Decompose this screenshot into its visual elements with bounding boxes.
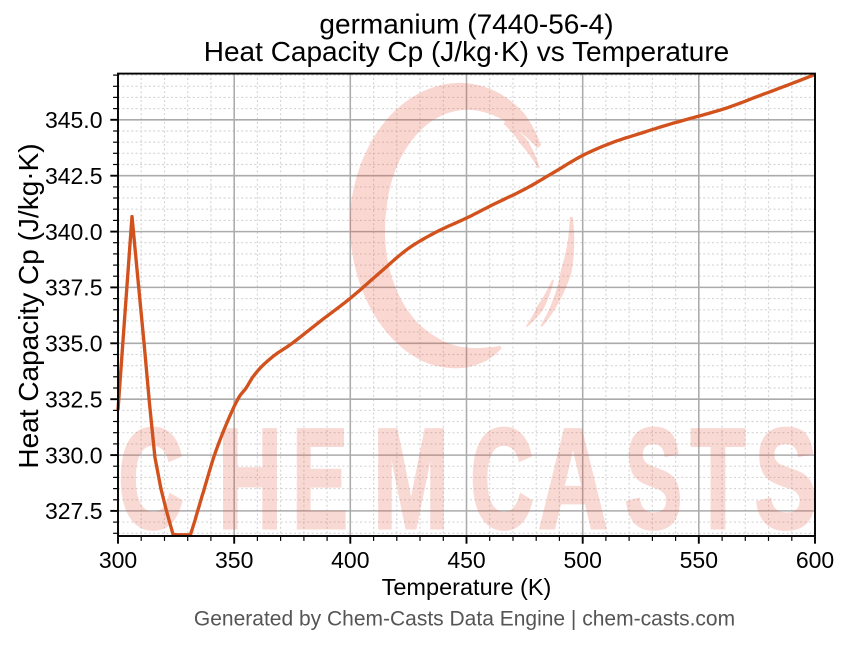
svg-text:Generated by Chem-Casts Data E: Generated by Chem-Casts Data Engine | ch… <box>194 608 735 631</box>
svg-text:550: 550 <box>680 547 718 573</box>
svg-text:S: S <box>625 400 683 559</box>
svg-text:330.0: 330.0 <box>45 442 103 468</box>
svg-text:600: 600 <box>796 547 834 573</box>
svg-text:400: 400 <box>331 547 369 573</box>
svg-text:Heat Capacity Cp (J/kg·K) vs T: Heat Capacity Cp (J/kg·K) vs Temperature <box>204 36 729 67</box>
svg-text:350: 350 <box>215 547 253 573</box>
svg-text:500: 500 <box>564 547 602 573</box>
svg-text:450: 450 <box>447 547 485 573</box>
svg-text:300: 300 <box>99 547 137 573</box>
svg-text:M: M <box>373 400 449 559</box>
svg-text:E: E <box>292 400 348 559</box>
svg-text:germanium (7440-56-4): germanium (7440-56-4) <box>319 9 613 40</box>
svg-text:A: A <box>538 400 608 559</box>
svg-text:327.5: 327.5 <box>45 498 103 524</box>
svg-text:332.5: 332.5 <box>45 387 103 413</box>
svg-text:340.0: 340.0 <box>45 219 103 245</box>
svg-text:345.0: 345.0 <box>45 107 103 133</box>
svg-text:T: T <box>691 400 746 559</box>
svg-text:S: S <box>755 400 818 559</box>
svg-text:C: C <box>470 400 534 559</box>
svg-text:342.5: 342.5 <box>45 163 103 189</box>
svg-text:Temperature (K): Temperature (K) <box>382 574 552 600</box>
svg-text:335.0: 335.0 <box>45 331 103 357</box>
svg-text:H: H <box>218 400 282 559</box>
svg-text:337.5: 337.5 <box>45 275 103 301</box>
svg-text:Heat Capacity Cp (J/kg·K): Heat Capacity Cp (J/kg·K) <box>13 143 44 468</box>
